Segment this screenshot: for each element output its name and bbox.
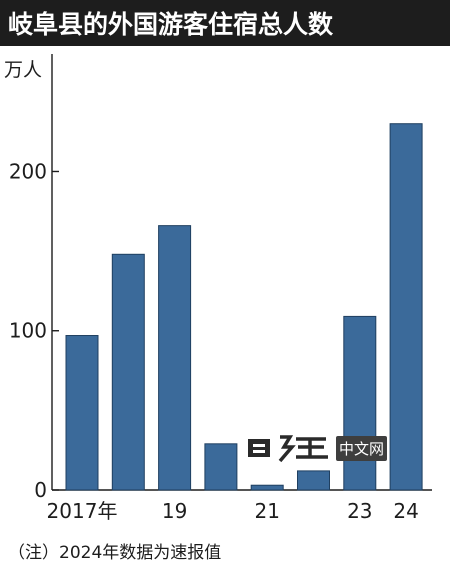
bar-chart: 万人 0 100 200 2017年 19 21 23 24 [4,54,432,523]
bar-2023 [343,315,377,491]
watermark: 中文网 [246,432,408,464]
x-tick-label: 19 [162,499,187,523]
bar-2017 [65,335,99,491]
bar-2019 [158,225,192,491]
plot-area: 0 100 200 2017年 19 21 23 24 [9,54,432,523]
watermark-logo [246,433,334,463]
bar-2020 [204,443,238,491]
bar-2022 [297,470,330,491]
y-axis-unit: 万人 [4,59,42,81]
footnote: （注）2024年数据为速报值 [8,543,222,563]
x-tick-label: 23 [347,499,372,523]
x-tick-label: 2017年 [47,499,118,523]
watermark-text: 中文网 [336,435,388,461]
bar-2024 [389,123,423,491]
x-tick-label: 21 [254,499,279,523]
bar-2018 [111,253,145,491]
y-tick-label: 0 [34,478,47,502]
x-tick-label: 24 [393,499,418,523]
y-tick-label: 200 [9,159,47,183]
bar-2021 [250,484,284,491]
y-tick-label: 100 [9,319,47,343]
chart-title: 岐阜县的外国游客住宿总人数 [0,0,450,46]
